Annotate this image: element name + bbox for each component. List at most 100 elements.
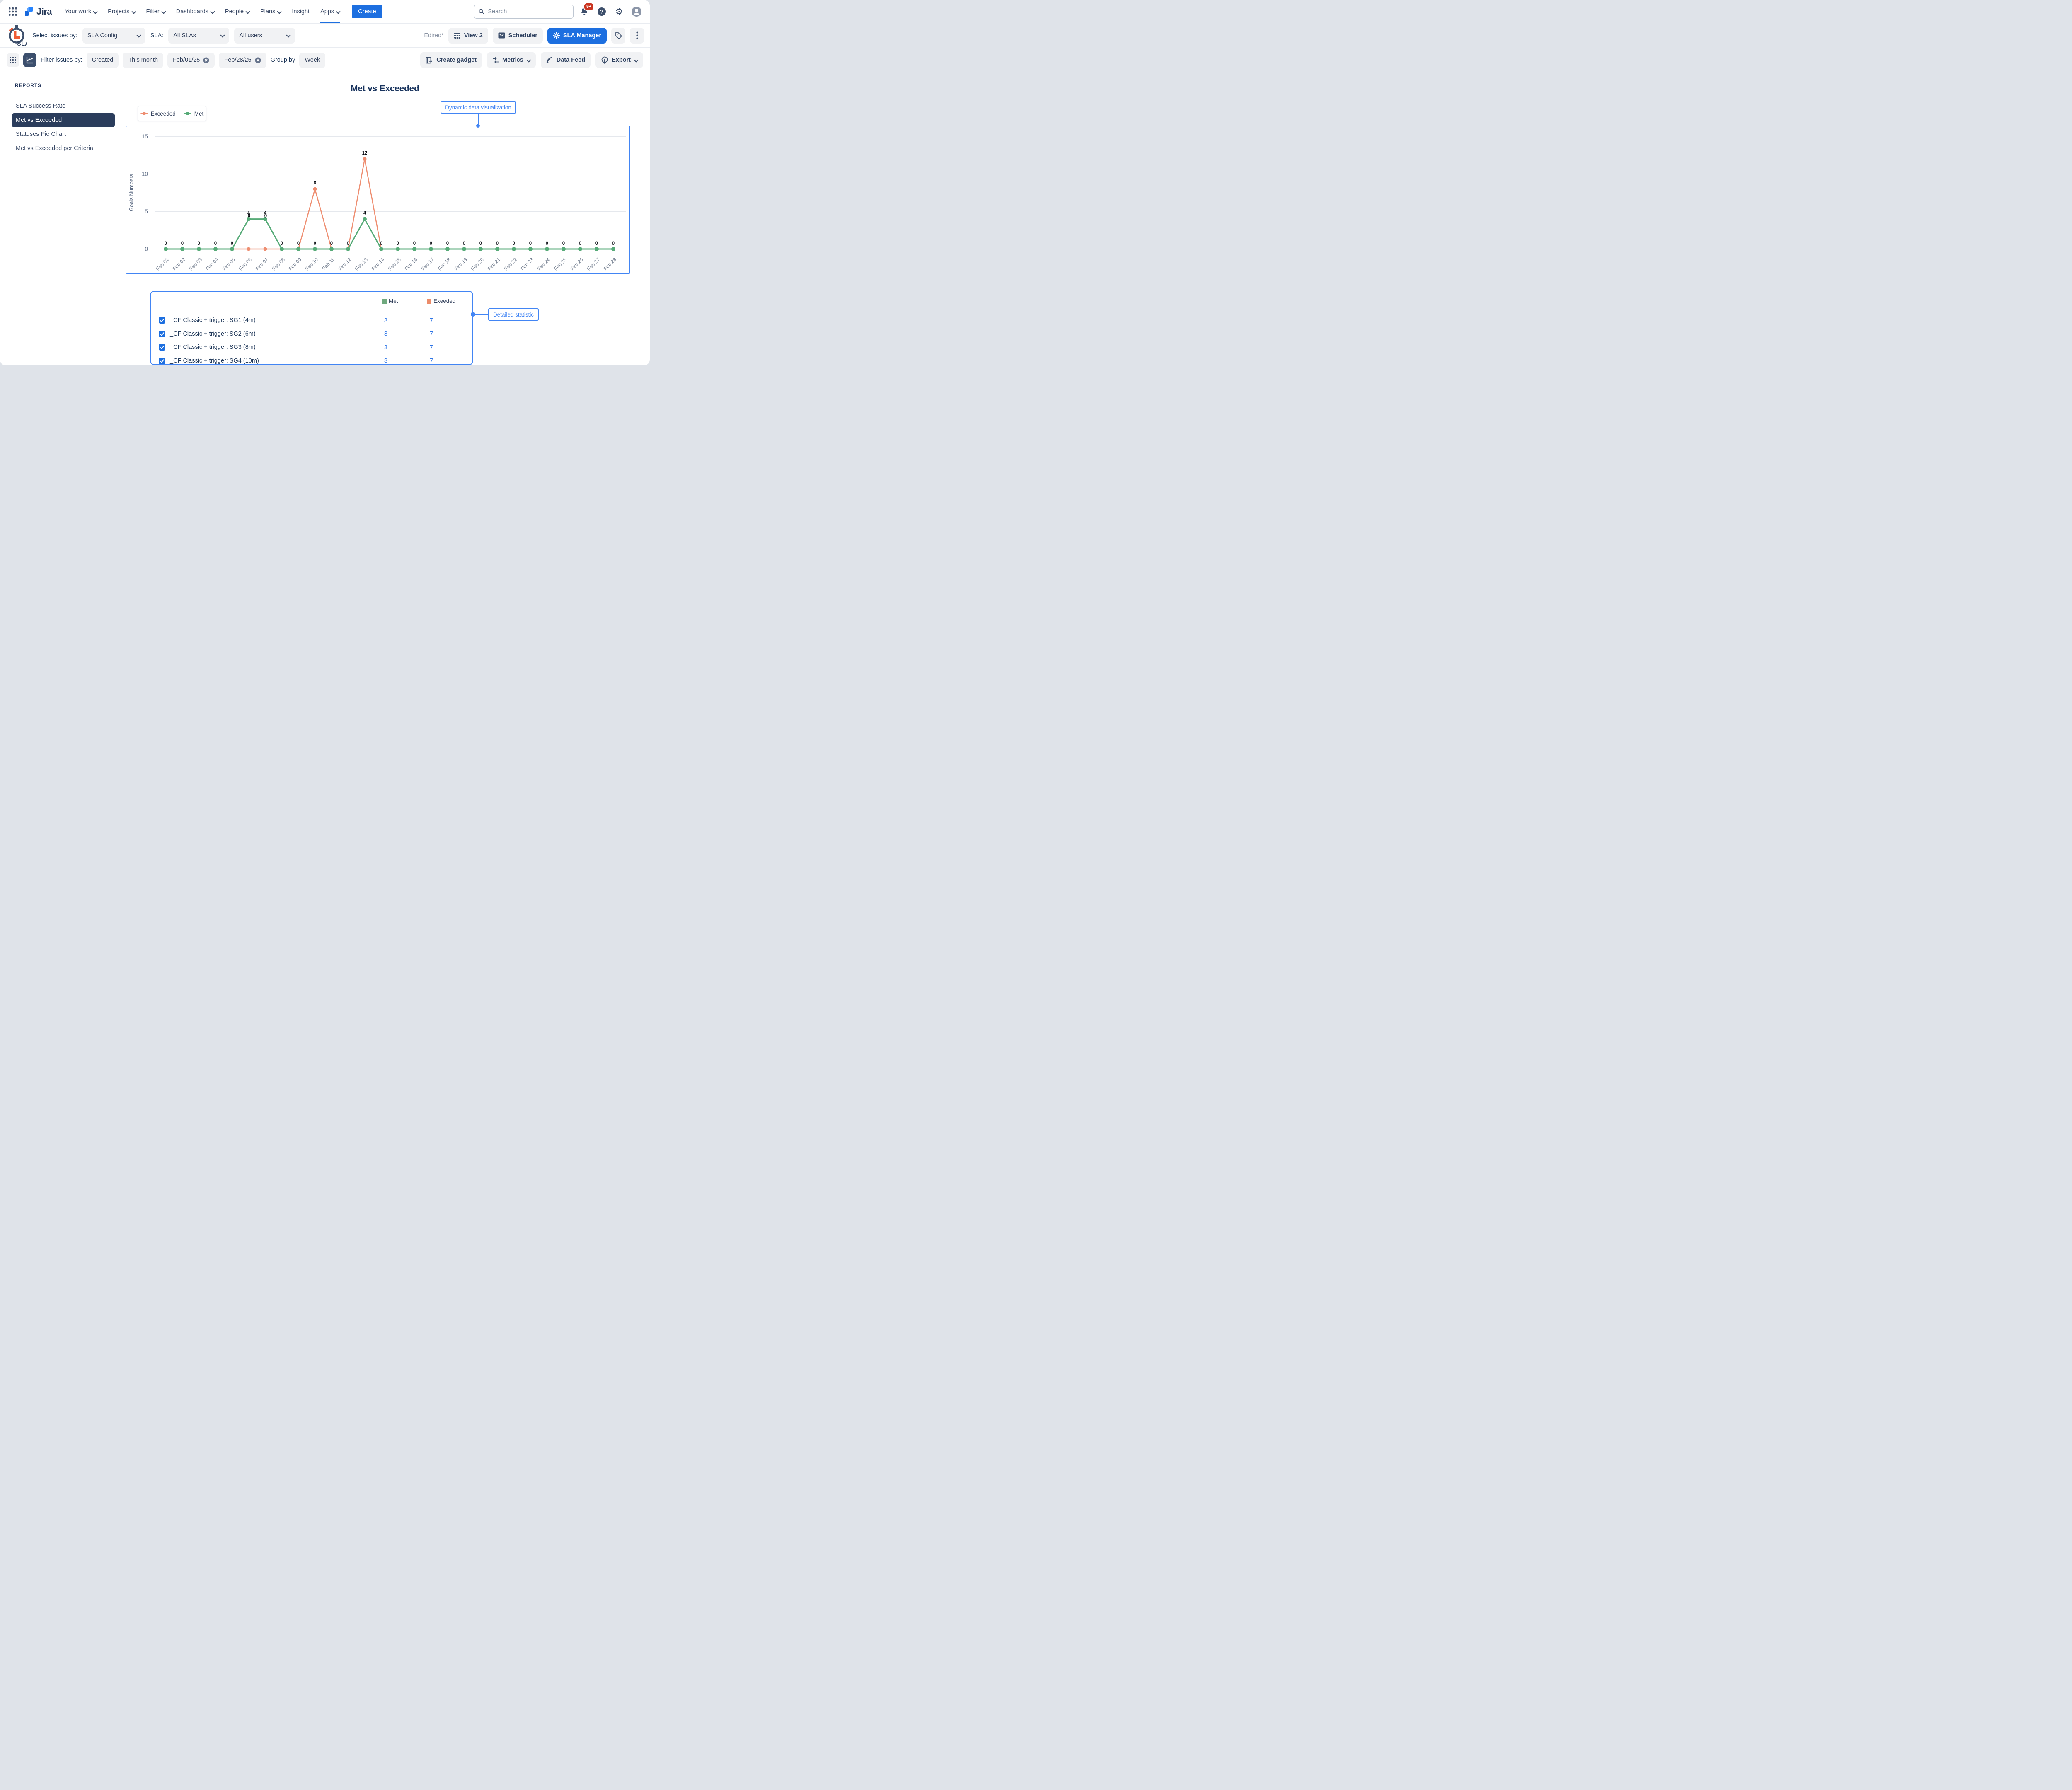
- group-by-value: Week: [305, 57, 320, 63]
- exceeded-value[interactable]: 7: [429, 343, 433, 351]
- legend-dot: [186, 112, 189, 115]
- search-box[interactable]: [474, 5, 574, 19]
- checkbox-checked[interactable]: [159, 317, 165, 324]
- chart-view-icon: [26, 56, 34, 64]
- table-row: !_CF Classic + trigger: SG3 (8m) 3 7: [151, 341, 472, 354]
- sla-plugin-logo: SLA: [9, 25, 27, 47]
- sidebar-item-met-vs-exceeded[interactable]: Met vs Exceeded: [12, 113, 115, 127]
- annotation-connector: [478, 114, 479, 126]
- checkbox-checked[interactable]: [159, 357, 165, 364]
- nav-item-label: Plans: [260, 8, 276, 15]
- main-nav: Your work Projects Filter Dashboards People P…: [59, 0, 345, 23]
- met-value[interactable]: 3: [384, 357, 388, 365]
- svg-text:Feb 13: Feb 13: [354, 256, 369, 272]
- scheduler-button[interactable]: Scheduler: [492, 27, 543, 44]
- search-input[interactable]: [488, 8, 569, 15]
- svg-text:Feb 02: Feb 02: [172, 256, 187, 272]
- svg-text:Feb 07: Feb 07: [254, 256, 270, 272]
- grid-view-icon: [10, 57, 16, 63]
- svg-text:4: 4: [264, 211, 267, 216]
- app-switcher-icon[interactable]: [7, 5, 19, 18]
- more-options-button[interactable]: [630, 27, 644, 44]
- chevron-down-icon: [220, 33, 224, 36]
- checkbox-checked[interactable]: [159, 330, 165, 337]
- svg-text:Feb 11: Feb 11: [321, 256, 336, 271]
- svg-text:0: 0: [413, 241, 416, 246]
- remove-chip-icon[interactable]: [203, 57, 209, 63]
- nav-item-dashboards[interactable]: Dashboards: [171, 0, 220, 23]
- sla-manager-button[interactable]: SLA Manager: [547, 27, 607, 44]
- sidebar-item-met-vs-exceeded-per-criteria[interactable]: Met vs Exceeded per Criteria: [16, 145, 93, 152]
- action-export-button[interactable]: Export: [595, 52, 643, 68]
- chart-legend[interactable]: Exceeded Met: [138, 106, 206, 121]
- action-create-gadget-button[interactable]: Create gadget: [420, 52, 482, 68]
- sidebar-item-sla-success-rate[interactable]: SLA Success Rate: [16, 103, 66, 109]
- filter-chip-label: This month: [128, 57, 158, 63]
- svg-text:0: 0: [513, 241, 515, 246]
- svg-text:12: 12: [362, 151, 368, 156]
- action-metrics-button[interactable]: Metrics: [487, 52, 536, 68]
- reports-sidebar: REPORTS SLA Success Rate Met vs Exceeded S…: [0, 73, 120, 365]
- sla-select-value: All SLAs: [173, 32, 196, 39]
- exceeded-value[interactable]: 7: [429, 317, 433, 324]
- create-button[interactable]: Create: [352, 5, 382, 18]
- svg-text:0: 0: [198, 241, 200, 246]
- help-button[interactable]: ?: [595, 5, 608, 18]
- exceeded-value[interactable]: 7: [429, 357, 433, 365]
- nav-item-filter[interactable]: Filter: [141, 0, 171, 23]
- svg-text:Feb 23: Feb 23: [520, 256, 535, 272]
- nav-item-your-work[interactable]: Your work: [59, 0, 102, 23]
- met-value[interactable]: 3: [384, 330, 388, 338]
- filter-chip-feb-01-25[interactable]: Feb/01/25: [167, 52, 215, 68]
- nav-item-label: Dashboards: [176, 8, 208, 15]
- chevron-down-icon: [246, 9, 249, 13]
- report-list: SLA Success Rate Met vs Exceeded Statuses …: [0, 99, 120, 155]
- nav-item-projects[interactable]: Projects: [102, 0, 140, 23]
- report-main: Met vs Exceeded Exceeded Met Dynamic data…: [120, 73, 650, 365]
- nav-item-insight[interactable]: Insight: [286, 0, 315, 23]
- grid-view-button[interactable]: [7, 53, 19, 67]
- nav-item-label: Projects: [108, 8, 130, 15]
- profile-button[interactable]: [630, 5, 643, 18]
- action-data-feed-button[interactable]: Data Feed: [540, 52, 591, 68]
- tag-button[interactable]: [611, 27, 625, 44]
- view-2-button[interactable]: View 2: [448, 27, 488, 44]
- nav-item-plans[interactable]: Plans: [255, 0, 286, 23]
- settings-button[interactable]: ⚙: [612, 5, 626, 18]
- filter-chip-feb-28-25[interactable]: Feb/28/25: [219, 52, 266, 68]
- topnav-right: 9+ ? ⚙: [474, 2, 643, 19]
- met-value[interactable]: 3: [384, 343, 388, 351]
- exceeded-value[interactable]: 7: [429, 330, 433, 338]
- nav-item-people[interactable]: People: [220, 0, 255, 23]
- chart-view-button[interactable]: [23, 53, 36, 67]
- svg-text:0: 0: [562, 241, 565, 246]
- remove-chip-icon[interactable]: [255, 57, 261, 63]
- issues-source-value: SLA Config: [87, 32, 118, 39]
- users-select[interactable]: All users: [234, 27, 295, 44]
- jira-mark-icon: [25, 7, 33, 16]
- jira-logo[interactable]: Jira: [24, 6, 52, 17]
- sla-select[interactable]: All SLAs: [168, 27, 230, 44]
- svg-text:Feb 26: Feb 26: [569, 256, 585, 272]
- sidebar-item-statuses-pie-chart[interactable]: Statuses Pie Chart: [16, 131, 66, 138]
- envelope-icon: [498, 32, 505, 39]
- svg-text:8: 8: [314, 181, 317, 186]
- checkbox-checked[interactable]: [159, 344, 165, 351]
- filter-chip-created[interactable]: Created: [86, 52, 119, 68]
- issues-source-select[interactable]: SLA Config: [82, 27, 145, 44]
- svg-text:Feb 06: Feb 06: [238, 256, 253, 272]
- filter-chip-this-month[interactable]: This month: [123, 52, 164, 68]
- annotation-connector: [474, 314, 488, 315]
- nav-item-apps[interactable]: Apps: [315, 0, 345, 23]
- svg-text:0: 0: [546, 241, 548, 246]
- sla-label: SLA:: [150, 32, 164, 39]
- notifications-button[interactable]: 9+: [578, 2, 594, 18]
- met-value[interactable]: 3: [384, 317, 388, 324]
- chart-container: 0 5 10 15 Goals Numbers Feb 01 Feb 02 Feb 03 Feb…: [126, 126, 630, 274]
- filter-chip-label: Feb/01/25: [173, 57, 200, 63]
- nav-item-label: People: [225, 8, 244, 15]
- group-by-value-chip[interactable]: Week: [299, 52, 326, 68]
- svg-text:0: 0: [496, 241, 499, 246]
- svg-text:0: 0: [165, 241, 167, 246]
- legend-item-met: Met: [184, 111, 203, 117]
